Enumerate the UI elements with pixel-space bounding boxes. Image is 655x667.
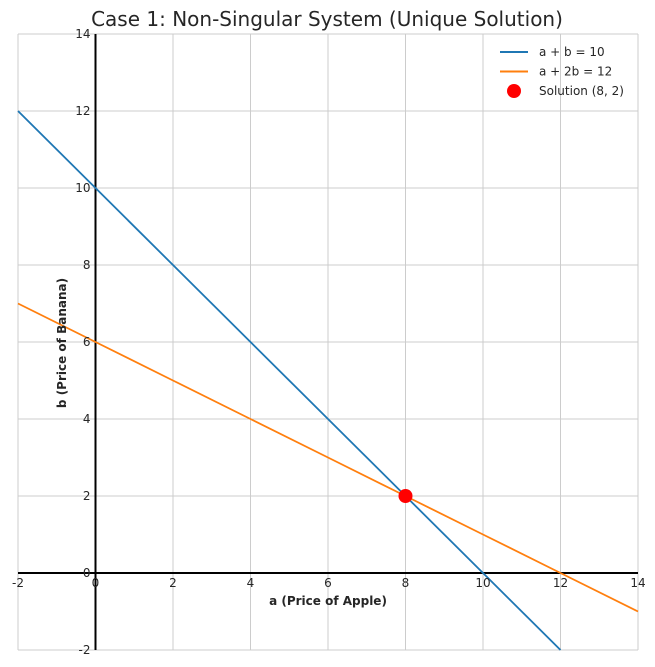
- solution-point: [398, 489, 413, 503]
- chart-title: Case 1: Non-Singular System (Unique Solu…: [91, 7, 563, 31]
- x-tick-label: 12: [553, 576, 568, 590]
- y-tick-label: 14: [75, 27, 90, 41]
- x-tick-label: 4: [247, 576, 255, 590]
- points-layer: [398, 489, 413, 503]
- legend: a + b = 10 a + 2b = 12 Solution (8, 2): [500, 45, 624, 98]
- y-axis-label: b (Price of Banana): [55, 278, 69, 408]
- legend-label: a + b = 10: [539, 45, 605, 59]
- y-tick-label: 4: [83, 412, 91, 426]
- y-tick-label: 12: [75, 104, 90, 118]
- tick-labels: -2 0 2 4 6 8 10 12 14 -2 0 2 4 6 8 10 12 14: [12, 27, 646, 657]
- grid: [17, 33, 639, 651]
- y-tick-label: 8: [83, 258, 91, 272]
- x-tick-label: -2: [12, 576, 24, 590]
- x-tick-label: 2: [169, 576, 177, 590]
- series-layer: [17, 110, 639, 651]
- y-tick-label: 10: [75, 181, 90, 195]
- x-tick-label: 6: [324, 576, 332, 590]
- y-tick-label: 0: [83, 566, 91, 580]
- x-tick-label: 8: [402, 576, 410, 590]
- legend-label: a + 2b = 12: [539, 65, 612, 79]
- y-tick-label: -2: [79, 643, 91, 657]
- y-tick-label: 6: [83, 335, 91, 349]
- legend-marker-point: [507, 84, 521, 98]
- x-tick-label: 14: [630, 576, 645, 590]
- x-tick-label: 0: [92, 576, 100, 590]
- series-line-2: [17, 302, 639, 613]
- legend-label: Solution (8, 2): [539, 84, 624, 98]
- x-axis-label: a (Price of Apple): [269, 594, 387, 608]
- y-tick-label: 2: [83, 489, 91, 503]
- series-line-1: [17, 110, 562, 651]
- x-tick-label: 10: [475, 576, 490, 590]
